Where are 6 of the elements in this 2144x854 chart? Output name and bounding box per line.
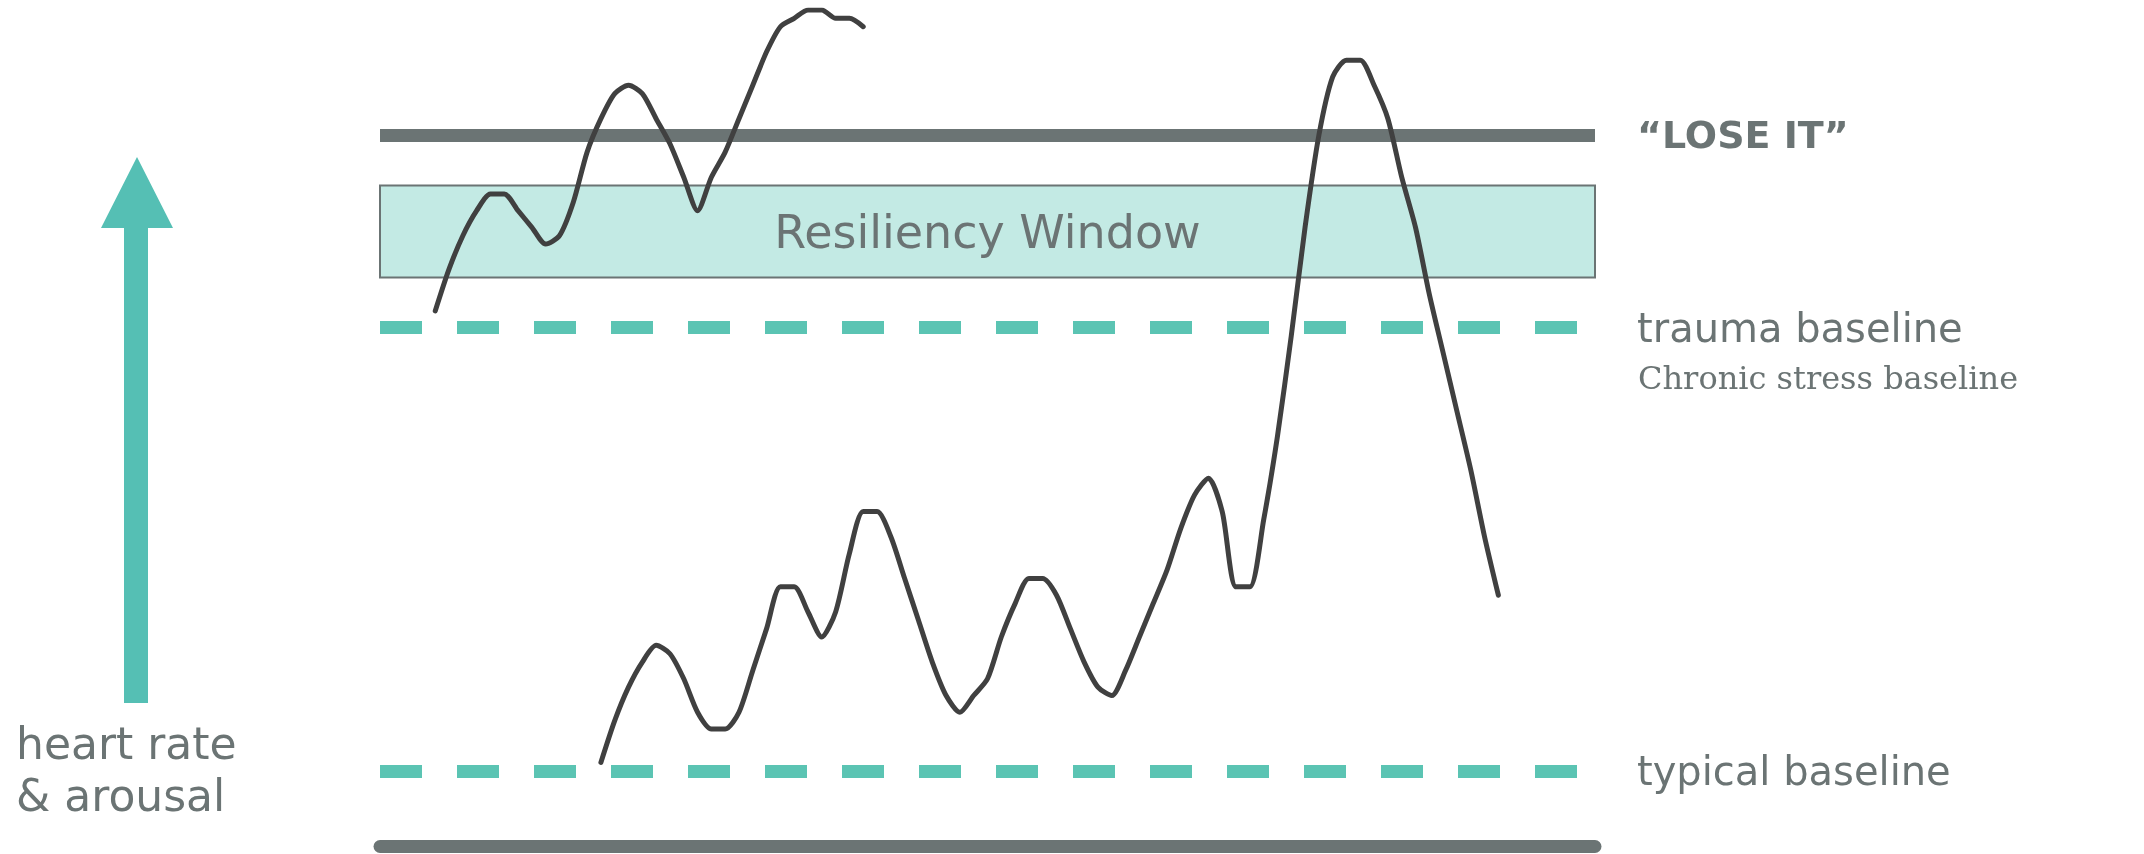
y-axis-title: heart rate & arousal [16,718,238,822]
band-label: Resiliency Window [774,204,1201,259]
ref-line-label: typical baseline [1637,747,1951,794]
ref-line-label: trauma baseline [1637,304,1963,351]
text: Chronic stress baseline [1638,359,2019,397]
ref-line-label: “LOSE IT” [1637,113,1849,158]
